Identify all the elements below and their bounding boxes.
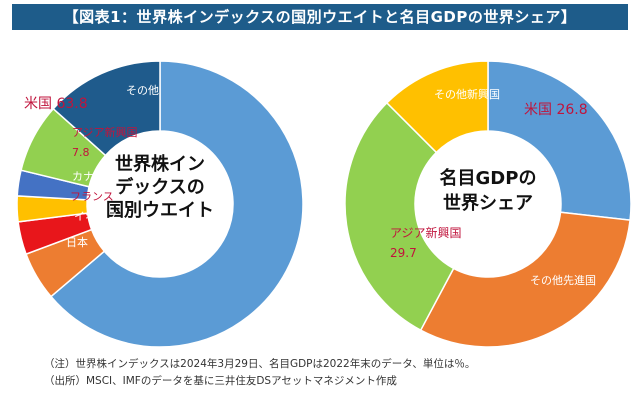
donut-0-title-line-2: 国別ウエイト [106,200,214,221]
note-data-date: （注）世界株インデックスは2024年3月29日、名目GDPは2022年末のデータ… [44,358,476,370]
donut-0-slice-6 [52,60,161,157]
donut-chart-gdp-share: 名目GDPの世界シェア 米国 26.8 その他先進国 アジア新興国 29.7 その他新興国 [344,60,632,348]
donut-0-slice-label-4: カナダ [72,169,105,183]
donut-1-slice-2 [344,101,455,332]
donut-0-slice-label-5: アジア新興国 [72,125,138,139]
donut-0-slice-label-1: 日本 [66,235,88,249]
donut-0-slice-label-3: フランス [70,190,114,203]
donut-1-title-line-0: 名目GDPの [440,167,537,189]
donut-0-slice-label-6: その他 [126,84,159,97]
donut-0-slice-0 [49,60,304,348]
donut-1-data-label-2: 29.7 [390,246,417,260]
donut-1-title-line-1: 世界シェア [443,193,533,214]
chart-title-bar: 【図表1：世界株インデックスの国別ウエイトと名目GDPの世界シェア】 [12,4,628,30]
donut-0-title-line-0: 世界株イン [115,153,205,175]
donut-1-slice-label-3: その他新興国 [434,87,500,101]
donut-0-data-label-5: 7.8 [72,146,90,159]
donut-1-center-title: 名目GDPの世界シェア [440,167,537,214]
donut-1-slice-label-2: アジア新興国 [390,225,462,240]
donut-1-slice-label-1: その他先進国 [530,274,596,287]
donut-0-slice-label-0: 米国 63.8 [24,96,88,112]
donut-chart-stock-weights: 世界株インデックスの国別ウエイト 米国 63.8 日本 イギリス フランス カナダ アジア新… [16,60,304,348]
donut-1-slice-0 [487,60,632,221]
donut-1-slice-label-0: 米国 26.8 [524,102,588,118]
note-source: （出所）MSCI、IMFのデータを基に三井住友DSアセットマネジメント作成 [44,375,397,387]
donut-1-slice-3 [385,60,489,154]
donut-0-center-title: 世界株インデックスの国別ウエイト [106,153,214,221]
donut-0-title-line-1: デックスの [115,176,204,198]
donut-0-slice-label-2: イギリス [74,210,118,223]
donut-1-slice-1 [419,211,631,348]
footnotes: （注）世界株インデックスは2024年3月29日、名目GDPは2022年末のデータ… [44,356,634,390]
